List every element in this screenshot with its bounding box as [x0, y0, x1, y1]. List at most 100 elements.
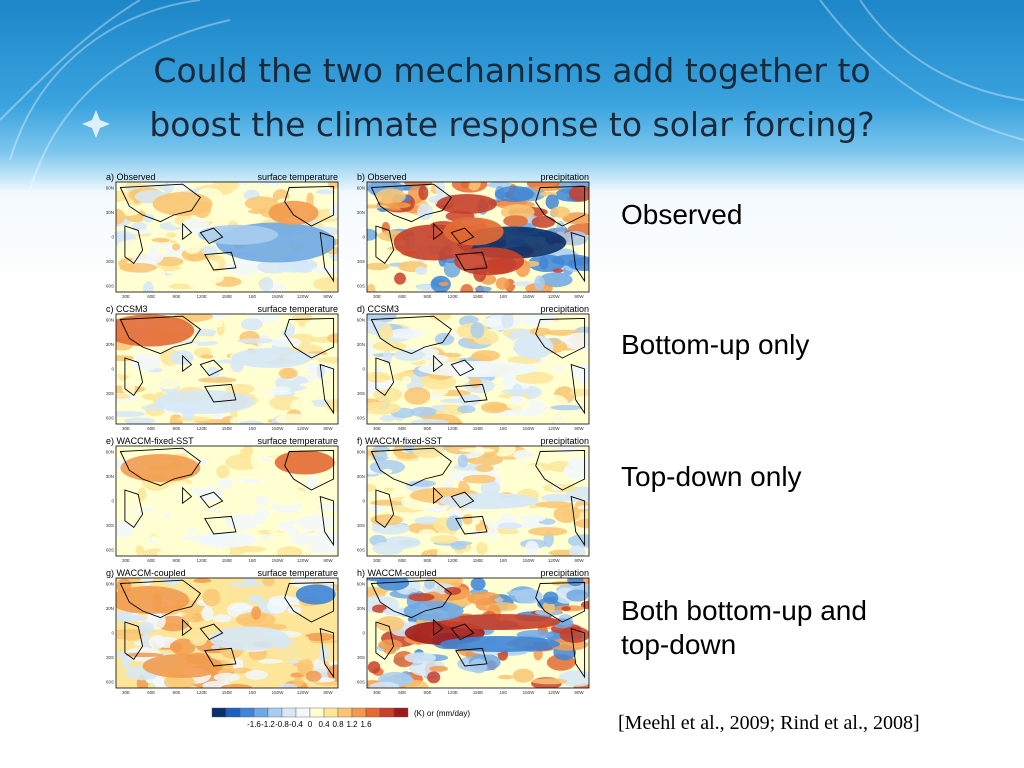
lon-tick: 120W: [297, 426, 310, 431]
panel-field: precipitation: [540, 304, 589, 314]
lat-tick: 0: [111, 367, 114, 372]
lat-tick: 30N: [106, 210, 114, 215]
panel-id: h) WACCM-coupled: [357, 568, 437, 578]
lat-tick: 60S: [106, 284, 114, 289]
map-panel-g: g) WACCM-coupled surface temperature 60N 30…: [106, 568, 339, 695]
label-both-line-2: top-down: [621, 629, 737, 660]
lon-tick: 150W: [523, 558, 536, 563]
map-panel-b: b) Observed precipitation 60N 30N 0 30S 60S 30E…: [357, 172, 590, 299]
lon-tick: 180: [248, 294, 256, 299]
panel-field: precipitation: [540, 568, 589, 578]
lon-tick: 90W: [574, 294, 584, 299]
lat-tick: 60S: [357, 284, 365, 289]
lon-tick: 150W: [272, 294, 285, 299]
colorbar: -1.6 -1.2 -0.8 -0.4 0 0.4 0.8 1.2 1.6 (K) or (mm/…: [211, 707, 470, 729]
colorbar-tick-label: -0.4: [289, 720, 303, 729]
map-panel-h: h) WACCM-coupled precipitation 60N 30N 0 30S 6…: [357, 568, 590, 695]
lon-tick: 120E: [196, 558, 207, 563]
lon-tick: 90E: [172, 426, 180, 431]
lon-tick: 150W: [272, 558, 285, 563]
lon-tick: 150W: [523, 426, 536, 431]
lat-tick: 30N: [357, 210, 365, 215]
colorbar-tick-label: 1.6: [360, 720, 372, 729]
lon-tick: 150E: [473, 558, 484, 563]
lon-tick: 90E: [423, 558, 431, 563]
label-observed: Observed: [621, 199, 743, 230]
lat-tick: 60N: [106, 186, 114, 191]
lat-tick: 30S: [106, 523, 114, 528]
lon-tick: 60E: [398, 426, 406, 431]
figure-map-grid: a) Observed surface temperature 60N 30N 0 30S…: [106, 172, 590, 729]
lat-tick: 60N: [357, 318, 365, 323]
lon-tick: 30E: [122, 426, 130, 431]
colorbar-tick-label: -0.8: [275, 720, 289, 729]
lat-tick: 30N: [357, 342, 365, 347]
lon-tick: 90W: [323, 426, 333, 431]
colorbar-swatch: [351, 707, 367, 718]
colorbar-tick-label: 0.4: [318, 720, 330, 729]
lon-tick: 30E: [373, 426, 381, 431]
lon-tick: 90W: [323, 690, 333, 695]
panel-id: d) CCSM3: [357, 304, 399, 314]
lat-tick: 60S: [357, 416, 365, 421]
colorbar-tick-label: -1.2: [261, 720, 275, 729]
panel-id: a) Observed: [106, 172, 156, 182]
lon-tick: 30E: [122, 558, 130, 563]
colorbar-swatch: [281, 707, 297, 718]
label-both: Both bottom-up and top-down: [621, 594, 867, 662]
lon-tick: 90W: [323, 558, 333, 563]
lon-tick: 120E: [447, 426, 458, 431]
lon-tick: 30E: [122, 294, 130, 299]
lat-tick: 0: [111, 499, 114, 504]
lat-tick: 60S: [357, 680, 365, 685]
panel-field: surface temperature: [257, 568, 338, 578]
lon-tick: 150W: [523, 690, 536, 695]
lon-tick: 90W: [574, 426, 584, 431]
panel-field: precipitation: [540, 172, 589, 182]
lat-tick: 30S: [357, 655, 365, 660]
lat-tick: 60N: [106, 450, 114, 455]
lat-tick: 30S: [106, 655, 114, 660]
lon-tick: 90E: [423, 294, 431, 299]
lon-tick: 180: [499, 294, 507, 299]
lon-tick: 60E: [147, 690, 155, 695]
lon-tick: 150W: [272, 426, 285, 431]
colorbar-swatch: [253, 707, 269, 718]
lat-tick: 30S: [357, 259, 365, 264]
colorbar-swatch: [225, 707, 241, 718]
lon-tick: 120E: [196, 426, 207, 431]
decorative-swirls: [0, 0, 1024, 191]
panel-field: surface temperature: [257, 172, 338, 182]
lon-tick: 150E: [222, 558, 233, 563]
header-band: [0, 0, 1024, 191]
lat-tick: 30N: [106, 342, 114, 347]
panel-id: e) WACCM-fixed-SST: [106, 436, 194, 446]
lat-tick: 30S: [357, 391, 365, 396]
colorbar-tick-label: 1.2: [346, 720, 358, 729]
lon-tick: 120W: [548, 690, 561, 695]
lon-tick: 120W: [548, 426, 561, 431]
lon-tick: 150E: [222, 294, 233, 299]
lat-tick: 30N: [106, 606, 114, 611]
lon-tick: 150W: [523, 294, 536, 299]
lon-tick: 120W: [297, 294, 310, 299]
lon-tick: 180: [499, 558, 507, 563]
lon-tick: 90W: [323, 294, 333, 299]
colorbar-swatch: [295, 707, 311, 718]
lon-tick: 120E: [447, 294, 458, 299]
lon-tick: 150E: [222, 426, 233, 431]
label-bottom-up-only: Bottom-up only: [621, 329, 810, 360]
lon-tick: 30E: [373, 294, 381, 299]
colorbar-swatch: [393, 707, 409, 718]
lon-tick: 60E: [147, 558, 155, 563]
lat-tick: 60S: [106, 680, 114, 685]
lon-tick: 180: [499, 426, 507, 431]
lat-tick: 60N: [106, 318, 114, 323]
lon-tick: 120W: [297, 690, 310, 695]
panel-field: surface temperature: [257, 304, 338, 314]
lon-tick: 90E: [423, 690, 431, 695]
panel-id: c) CCSM3: [106, 304, 148, 314]
lon-tick: 90W: [574, 690, 584, 695]
label-both-line-1: Both bottom-up and: [621, 595, 867, 626]
lon-tick: 90E: [172, 558, 180, 563]
